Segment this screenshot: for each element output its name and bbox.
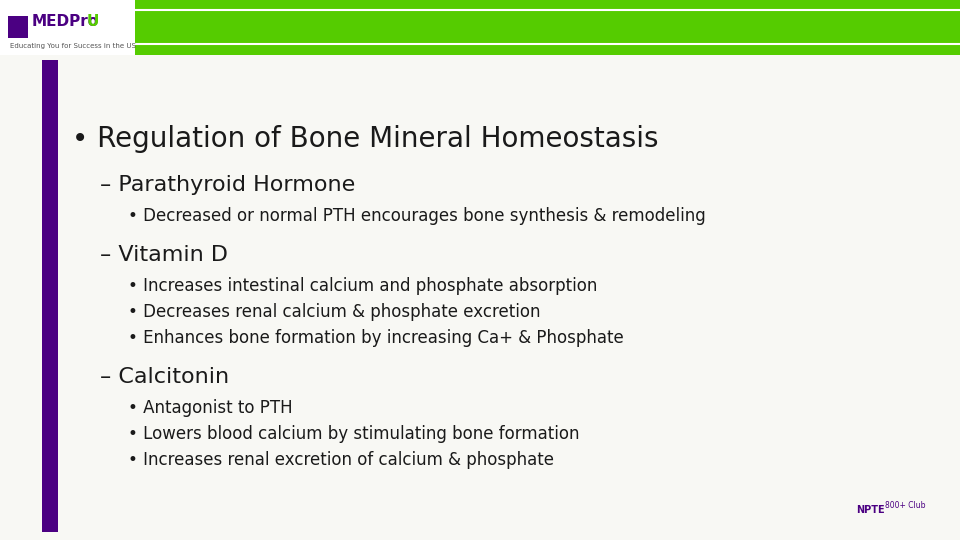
Text: • Increases renal excretion of calcium & phosphate: • Increases renal excretion of calcium &… [128, 451, 554, 469]
Text: – Calcitonin: – Calcitonin [100, 367, 229, 387]
Text: 800+ Club: 800+ Club [885, 501, 925, 510]
Text: • Enhances bone formation by increasing Ca+ & Phosphate: • Enhances bone formation by increasing … [128, 329, 624, 347]
Text: • Lowers blood calcium by stimulating bone formation: • Lowers blood calcium by stimulating bo… [128, 425, 580, 443]
Bar [135, 0, 960, 55]
Text: Educating You for Success in the US: Educating You for Success in the US [10, 43, 136, 49]
Text: • Antagonist to PTH: • Antagonist to PTH [128, 399, 293, 417]
Text: U: U [87, 15, 100, 30]
Text: MEDPro: MEDPro [32, 15, 99, 30]
Text: • Decreases renal calcium & phosphate excretion: • Decreases renal calcium & phosphate ex… [128, 303, 540, 321]
Bar [8, 16, 28, 38]
Text: • Decreased or normal PTH encourages bone synthesis & remodeling: • Decreased or normal PTH encourages bon… [128, 207, 706, 225]
Bar [0, 0, 135, 55]
Text: – Parathyroid Hormone: – Parathyroid Hormone [100, 175, 355, 195]
Text: – Vitamin D: – Vitamin D [100, 245, 228, 265]
Text: • Regulation of Bone Mineral Homeostasis: • Regulation of Bone Mineral Homeostasis [72, 125, 659, 153]
Bar [42, 60, 58, 532]
Text: NPTE: NPTE [855, 505, 884, 515]
Text: • Increases intestinal calcium and phosphate absorption: • Increases intestinal calcium and phosp… [128, 277, 597, 295]
